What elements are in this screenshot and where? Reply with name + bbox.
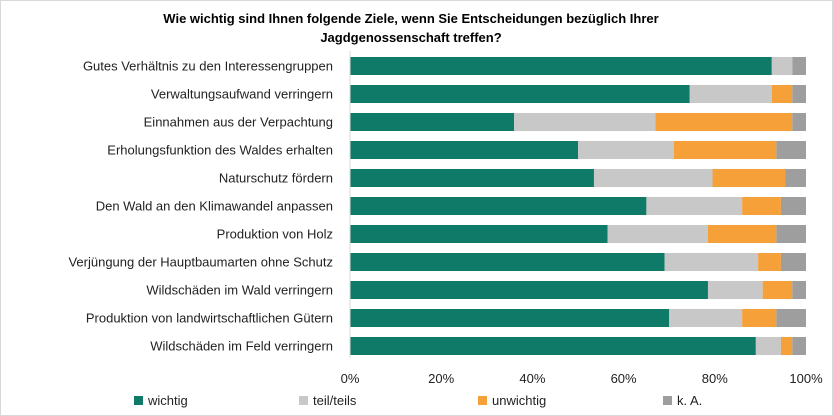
bar-segment — [350, 253, 665, 271]
bar-segment — [707, 225, 777, 243]
bar-segment — [350, 57, 772, 75]
bar-segment — [664, 253, 759, 271]
bar-segment — [755, 337, 781, 355]
x-tick-label: 20% — [428, 371, 454, 386]
bar-segment — [792, 113, 806, 131]
bar-segment — [792, 337, 806, 355]
bar-segment — [350, 113, 515, 131]
bar-segment — [780, 337, 793, 355]
bar-segment — [771, 57, 793, 75]
category-label: Wildschäden im Wald verringern — [146, 283, 333, 298]
bar-segment — [785, 169, 806, 187]
bar-segment — [673, 141, 777, 159]
bar-segment — [514, 113, 656, 131]
x-tick-label: 60% — [611, 371, 637, 386]
bar-segment — [593, 169, 713, 187]
bar-segment — [655, 113, 793, 131]
bar-segment — [776, 141, 806, 159]
bar-segment — [707, 281, 763, 299]
bar-segment — [742, 197, 781, 215]
legend-label: wichtig — [147, 393, 188, 408]
bar-segment — [758, 253, 781, 271]
bar-segment — [762, 281, 793, 299]
category-label: Produktion von Holz — [217, 227, 333, 242]
bar-segment — [350, 141, 578, 159]
bar-segment — [742, 309, 777, 327]
bar-segment — [771, 85, 793, 103]
bar-segment — [350, 281, 708, 299]
bar-segment — [780, 253, 806, 271]
bar-segment — [350, 225, 608, 243]
bar-segment — [350, 337, 756, 355]
category-label: Erholungsfunktion des Waldes erhalten — [107, 143, 333, 158]
category-label: Produktion von landwirtschaftlichen Güte… — [86, 311, 333, 326]
x-tick-label: 40% — [519, 371, 545, 386]
legend-label: teil/teils — [313, 393, 357, 408]
bar-segment — [607, 225, 708, 243]
bar-segment — [350, 85, 690, 103]
bar-segment — [578, 141, 674, 159]
legend-swatch — [299, 396, 308, 405]
legend-label: k. A. — [677, 393, 702, 408]
legend-label: unwichtig — [492, 393, 546, 408]
bar-segment — [780, 197, 806, 215]
bar-segment — [776, 225, 806, 243]
legend-swatch — [663, 396, 672, 405]
bar-segment — [792, 281, 806, 299]
bar-segment — [350, 169, 594, 187]
x-tick-label: 0% — [341, 371, 360, 386]
category-label: Einnahmen aus der Verpachtung — [144, 115, 333, 130]
bar-segment — [776, 309, 806, 327]
x-tick-label: 100% — [789, 371, 823, 386]
category-label: Verjüngung der Hauptbaumarten ohne Schut… — [68, 255, 333, 270]
bar-segment — [646, 197, 743, 215]
category-label: Den Wald an den Klimawandel anpassen — [96, 199, 333, 214]
bar-segment — [792, 85, 806, 103]
legend-swatch — [134, 396, 143, 405]
category-label: Gutes Verhältnis zu den Interessengruppe… — [83, 59, 333, 74]
bar-segment — [712, 169, 786, 187]
chart-title-line-1: Wie wichtig sind Ihnen folgende Ziele, w… — [163, 11, 659, 26]
category-label: Verwaltungsaufwand verringern — [151, 87, 333, 102]
x-tick-label: 80% — [702, 371, 728, 386]
bar-segment — [350, 309, 670, 327]
bar-segment — [669, 309, 743, 327]
chart-title-line-2: Jagdgenossenschaft treffen? — [320, 30, 502, 45]
bar-segment — [350, 197, 647, 215]
category-label: Naturschutz fördern — [219, 171, 333, 186]
bar-segment — [689, 85, 772, 103]
legend-swatch — [478, 396, 487, 405]
bar-segment — [792, 57, 806, 75]
category-label: Wildschäden im Feld verringern — [150, 339, 333, 354]
